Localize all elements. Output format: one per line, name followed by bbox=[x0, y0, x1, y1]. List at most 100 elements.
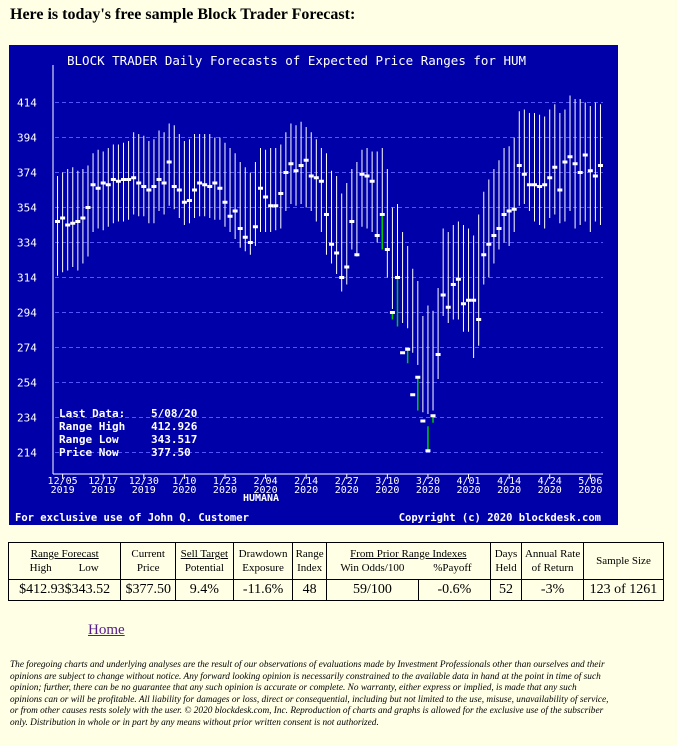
x-tick-year: 2020 bbox=[172, 485, 196, 496]
annual-return-value: -3% bbox=[521, 579, 584, 601]
price-marker bbox=[496, 227, 502, 230]
x-tick-year: 2020 bbox=[416, 485, 440, 496]
price-marker bbox=[537, 185, 543, 188]
x-tick-date: 2/04 bbox=[254, 476, 278, 487]
annual-label: Annual Rate bbox=[524, 548, 581, 560]
price-marker bbox=[435, 353, 441, 356]
info-label: Last Data: bbox=[59, 407, 125, 420]
price-marker bbox=[55, 220, 61, 223]
y-tick-label: 214 bbox=[17, 447, 37, 460]
x-tick-year: 2020 bbox=[294, 485, 318, 496]
price-marker bbox=[156, 178, 162, 181]
payoff-value: -0.6% bbox=[417, 579, 491, 601]
price-marker bbox=[75, 220, 81, 223]
price-marker bbox=[415, 375, 421, 379]
price-marker bbox=[258, 186, 263, 190]
price-marker bbox=[329, 242, 335, 246]
chart-footer-right: Copyright (c) 2020 blockdesk.com bbox=[399, 512, 601, 524]
x-tick-date: 12/30 bbox=[129, 476, 159, 487]
x-tick-date: 2/14 bbox=[294, 476, 318, 487]
price-marker bbox=[105, 183, 111, 187]
price-marker bbox=[263, 195, 269, 199]
price-marker bbox=[60, 216, 66, 220]
y-tick-label: 234 bbox=[17, 412, 37, 425]
price-marker bbox=[476, 318, 482, 321]
price-marker bbox=[395, 276, 400, 279]
price-marker bbox=[374, 234, 380, 237]
x-tick-date: 5/06 bbox=[578, 476, 602, 487]
potential-label: Potential bbox=[184, 562, 224, 574]
price-marker bbox=[471, 298, 477, 302]
price-marker bbox=[577, 171, 583, 174]
price-marker bbox=[207, 185, 213, 188]
price-marker bbox=[176, 188, 182, 192]
chart-title: BLOCK TRADER Daily Forecasts of Expected… bbox=[67, 53, 526, 68]
drawdown-label: Drawdown bbox=[238, 548, 288, 560]
y-tick-label: 394 bbox=[17, 132, 37, 145]
disclaimer-text: The foregoing charts and underlying anal… bbox=[10, 660, 609, 728]
range-forecast-values: $412.93$343.52 bbox=[7, 579, 122, 601]
price-marker bbox=[273, 204, 279, 208]
price-marker bbox=[110, 178, 116, 181]
x-tick-date: 4/14 bbox=[497, 476, 521, 487]
price-marker bbox=[486, 242, 492, 246]
info-value: 343.517 bbox=[151, 433, 197, 446]
price-marker bbox=[293, 169, 299, 173]
price-marker bbox=[455, 277, 461, 281]
price-marker bbox=[232, 209, 238, 213]
x-tick-year: 2019 bbox=[51, 485, 75, 496]
low-label: Low bbox=[78, 562, 99, 574]
range-index-value: 48 bbox=[292, 579, 327, 601]
price-marker bbox=[100, 181, 106, 185]
price-marker bbox=[318, 179, 324, 183]
price-marker bbox=[70, 221, 76, 225]
chart-canvas: BLOCK TRADER Daily Forecasts of Expected… bbox=[15, 53, 603, 524]
home-link[interactable]: Home bbox=[88, 622, 125, 638]
price-marker bbox=[186, 199, 192, 202]
price-marker bbox=[136, 181, 142, 185]
price-marker bbox=[516, 164, 522, 167]
price-marker bbox=[511, 207, 517, 211]
x-tick-year: 2020 bbox=[456, 485, 480, 496]
price-marker bbox=[354, 253, 360, 257]
info-value: 412.926 bbox=[151, 420, 198, 433]
current-label: Current bbox=[131, 548, 165, 560]
price-marker bbox=[466, 298, 472, 302]
price-marker bbox=[379, 213, 385, 216]
price-marker bbox=[389, 311, 395, 314]
range-label: Range bbox=[295, 548, 324, 560]
price-marker bbox=[547, 176, 553, 180]
price-marker bbox=[587, 169, 593, 173]
info-label: Range Low bbox=[59, 433, 119, 446]
y-tick-label: 314 bbox=[17, 272, 37, 285]
range-index-header: Range Index bbox=[292, 542, 327, 580]
price-marker bbox=[557, 188, 563, 192]
from-prior-label: From Prior Range Indexes bbox=[350, 548, 467, 560]
y-tick-label: 254 bbox=[17, 377, 37, 390]
price-marker bbox=[582, 153, 588, 157]
days-held-value: 52 bbox=[489, 579, 523, 601]
stats-value-row: $412.93$343.52 $377.50 9.4% -11.6% 48 59… bbox=[7, 579, 665, 601]
price-marker bbox=[364, 174, 370, 178]
win-odds-value: 59/100 bbox=[325, 579, 419, 601]
price-marker bbox=[592, 174, 598, 178]
price-marker bbox=[166, 160, 172, 164]
y-tick-label: 334 bbox=[17, 237, 37, 250]
sample-size-header: Sample Size bbox=[582, 542, 665, 580]
x-tick-date: 12/17 bbox=[88, 476, 118, 487]
x-tick-date: 4/01 bbox=[456, 476, 480, 487]
price-marker bbox=[440, 293, 446, 297]
chart-grid bbox=[55, 102, 603, 453]
price-marker bbox=[405, 347, 411, 351]
price-marker bbox=[430, 414, 436, 418]
price-marker bbox=[161, 181, 167, 185]
high-value: $412.93 bbox=[19, 582, 65, 597]
price-marker bbox=[303, 158, 309, 162]
low-value: $343.52 bbox=[64, 582, 111, 597]
price-marker bbox=[202, 183, 208, 187]
y-axis: 414 394 374 354 334 314 294 274 254 234 214 bbox=[17, 65, 54, 474]
info-value: 377.50 bbox=[151, 446, 191, 459]
forecast-chart: BLOCK TRADER Daily Forecasts of Expected… bbox=[9, 45, 618, 525]
price-value: $377.50 bbox=[120, 579, 177, 601]
page-heading: Here is today's free sample Block Trader… bbox=[10, 6, 356, 23]
